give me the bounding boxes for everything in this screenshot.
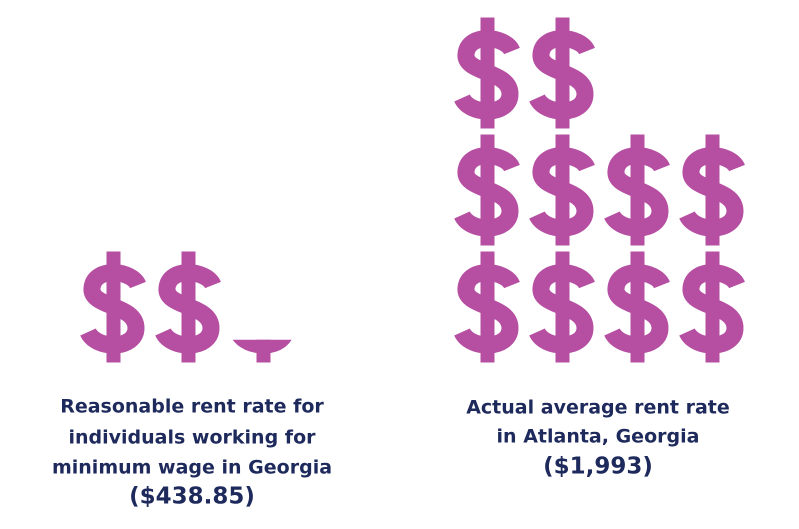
dollar-icon (612, 135, 662, 245)
label-line: individuals working for (69, 427, 317, 449)
label-line: minimum wage in Georgia (52, 457, 332, 479)
dollar-icon (612, 252, 662, 362)
dollar-icon (687, 135, 737, 245)
dollar-icon (462, 18, 512, 128)
dollar-icon (462, 135, 512, 245)
dollar-icon (88, 252, 138, 362)
dollar-icon (238, 252, 288, 362)
dollar-icon (537, 135, 587, 245)
label-line: Actual average rent rate (466, 397, 730, 419)
label-line: Reasonable rent rate for (60, 396, 324, 418)
value-label: ($438.85) (129, 484, 255, 510)
dollar-icon (462, 252, 512, 362)
dollar-icon (537, 18, 587, 128)
label-line: in Atlanta, Georgia (497, 426, 700, 448)
dollar-icon (687, 252, 737, 362)
dollar-icon (537, 252, 587, 362)
value-label: ($1,993) (543, 454, 653, 480)
dollar-icon (163, 252, 213, 362)
